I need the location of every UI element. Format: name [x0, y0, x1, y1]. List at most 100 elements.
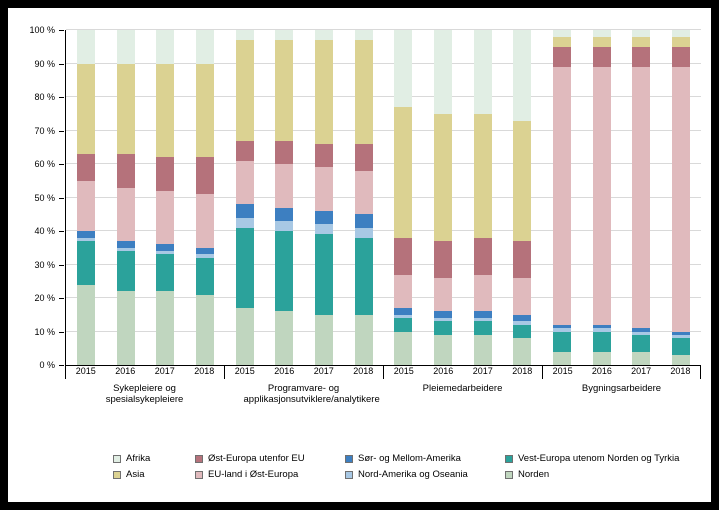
bar-segment — [394, 318, 413, 332]
y-tick-label: 60 % — [34, 159, 65, 169]
stacked-bar-2018 — [513, 30, 532, 365]
y-tick-label: 90 % — [34, 59, 65, 69]
bar-segment — [473, 113, 492, 238]
stacked-bar-2016 — [275, 30, 294, 365]
legend-item: Sør- og Mellom-Amerika — [345, 453, 505, 464]
bar-segment — [275, 30, 294, 41]
bar-segment — [394, 274, 413, 309]
bar-segment — [592, 324, 611, 329]
bar-segment — [235, 308, 254, 365]
x-axis-group-cell: 2015 2016 2017 2018 Pleiemedarbeidere — [383, 366, 542, 405]
bar-group — [542, 30, 701, 365]
bar-segment — [156, 244, 175, 252]
bar-segment — [513, 338, 532, 365]
group-label: Sykepleiere og spesialsykepleiere — [105, 383, 184, 405]
year-labels-row: 2015 2016 2017 2018 — [542, 366, 701, 379]
bar-segment — [116, 154, 135, 188]
stacked-bar-2017 — [632, 30, 651, 365]
bar-segment — [195, 63, 214, 158]
y-tick-label: 70 % — [34, 126, 65, 136]
bar-segment — [592, 36, 611, 47]
bar-segment — [434, 311, 453, 319]
bar-segment — [76, 231, 95, 238]
year-label: 2017 — [631, 366, 652, 376]
bar-segment — [76, 237, 95, 242]
legend-label: Vest-Europa utenom Norden og Tyrkia — [518, 453, 680, 464]
bar-segment — [513, 30, 532, 121]
bar-segment — [434, 241, 453, 278]
y-axis: 0 % 10 % 20 % 30 % 40 % 50 % 60 % 70 % 80 % 90 % 1… — [8, 25, 65, 370]
bar-segment — [195, 30, 214, 64]
bar-segment — [116, 63, 135, 154]
stacked-bar-2016 — [116, 30, 135, 365]
legend-swatch — [505, 470, 513, 479]
legend-item: Norden — [505, 469, 679, 480]
y-tick-label: 40 % — [34, 226, 65, 236]
bar-segment — [156, 30, 175, 64]
bar-segment — [672, 30, 691, 37]
year-label: 2017 — [472, 366, 493, 376]
bar-segment — [235, 160, 254, 205]
bar-segment — [76, 30, 95, 64]
year-label: 2016 — [433, 366, 454, 376]
bar-segment — [632, 30, 651, 37]
legend-swatch — [195, 470, 203, 479]
bar-segment — [275, 140, 294, 165]
y-tick-label: 50 % — [34, 193, 65, 203]
x-axis-group-cell: 2015 2016 2017 2018 Bygningsarbeidere — [542, 366, 701, 405]
bar-segment — [394, 331, 413, 365]
bar-segment — [314, 40, 333, 144]
bar-segment — [235, 40, 254, 141]
bar-segment — [156, 251, 175, 255]
bar-segment — [195, 257, 214, 295]
bar-segment — [513, 120, 532, 242]
bar-segment — [592, 331, 611, 352]
bar-segment — [195, 157, 214, 195]
legend: Afrika Øst-Europa utenfor EU Sør- og Mello… — [113, 453, 679, 480]
legend-swatch — [345, 454, 353, 463]
bar-segment — [156, 254, 175, 292]
bar-segment — [314, 234, 333, 315]
year-label: 2015 — [75, 366, 96, 376]
bar-segment — [632, 331, 651, 335]
bar-segment — [195, 294, 214, 365]
bar-segment — [592, 30, 611, 37]
bar-segment — [672, 36, 691, 47]
bar-segment — [116, 247, 135, 252]
bar-segment — [394, 30, 413, 108]
y-tick-label: 20 % — [34, 293, 65, 303]
bar-segment — [354, 214, 373, 228]
stacked-bar-2017 — [314, 30, 333, 365]
bar-segment — [672, 331, 691, 335]
legend-swatch — [113, 470, 121, 479]
bar-segment — [314, 167, 333, 211]
gridline — [66, 29, 701, 30]
legend-label: Nord-Amerika og Oseania — [358, 469, 468, 480]
bar-segment — [632, 36, 651, 47]
bar-segment — [592, 46, 611, 67]
bar-segment — [275, 220, 294, 232]
group-label: Programvare- og applikasjonsutviklere/an… — [243, 383, 380, 405]
bar-segment — [195, 194, 214, 248]
legend-label: Øst-Europa utenfor EU — [208, 453, 305, 464]
year-label: 2018 — [512, 366, 533, 376]
stacked-bar-2016 — [592, 30, 611, 365]
chart-figure: 0 % 10 % 20 % 30 % 40 % 50 % 60 % 70 % 80 % 90 % 1… — [8, 8, 711, 502]
stacked-bar-2015 — [76, 30, 95, 365]
stacked-bar-2018 — [195, 30, 214, 365]
bar-segment — [672, 46, 691, 67]
year-labels-row: 2015 2016 2017 2018 — [65, 366, 224, 379]
legend-label: EU-land i Øst-Europa — [208, 469, 299, 480]
bar-group — [66, 30, 225, 365]
bar-segment — [553, 46, 572, 67]
bar-segment — [354, 237, 373, 315]
bar-segment — [314, 224, 333, 235]
bar-segment — [116, 251, 135, 292]
bar-segment — [473, 237, 492, 275]
y-tick-label: 10 % — [34, 327, 65, 337]
legend-swatch — [505, 454, 513, 463]
bar-segment — [314, 210, 333, 225]
year-label: 2015 — [393, 366, 414, 376]
bar-segment — [513, 277, 532, 315]
year-label: 2018 — [353, 366, 374, 376]
